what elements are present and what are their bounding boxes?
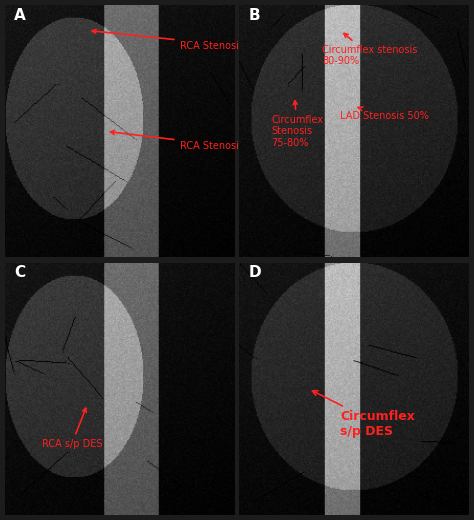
Text: B: B [248, 8, 260, 23]
Text: LAD Stenosis 50%: LAD Stenosis 50% [340, 107, 429, 121]
Text: Circumflex stenosis
80-90%: Circumflex stenosis 80-90% [322, 33, 418, 67]
Text: Circumflex
Stenosis
75-80%: Circumflex Stenosis 75-80% [272, 101, 324, 148]
Text: D: D [248, 265, 261, 280]
Text: RCA Stenosis 90-95%: RCA Stenosis 90-95% [92, 30, 284, 50]
Text: C: C [14, 265, 25, 280]
Text: RCA s/p DES: RCA s/p DES [42, 408, 102, 449]
Text: RCA Stenosis 70-80%: RCA Stenosis 70-80% [110, 131, 284, 151]
Text: Circumflex
s/p DES: Circumflex s/p DES [312, 391, 415, 438]
Text: A: A [14, 8, 26, 23]
